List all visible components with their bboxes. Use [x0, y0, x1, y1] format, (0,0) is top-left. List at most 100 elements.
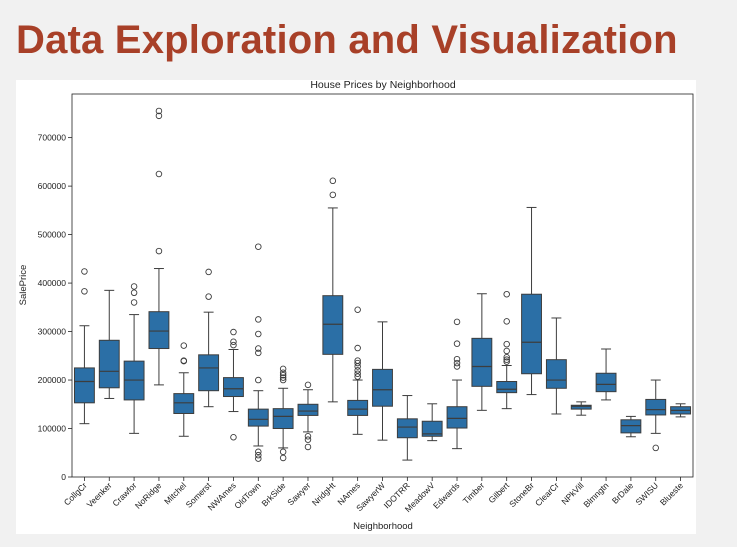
y-tick-label: 200000 — [38, 375, 67, 385]
y-tick-label: 300000 — [38, 327, 67, 337]
box-Edwards — [446, 318, 468, 450]
box-ClearCr — [545, 317, 567, 415]
outlier-point — [130, 299, 138, 306]
iqr-box — [645, 398, 667, 416]
x-tick-label: NridgHt — [310, 480, 338, 508]
outlier-point — [130, 283, 138, 290]
box-SawyerW — [372, 321, 393, 441]
box-StoneBr — [521, 206, 542, 396]
outlier-point — [304, 381, 312, 389]
outlier-point — [304, 443, 312, 451]
x-tick-label: BrkSide — [259, 480, 287, 508]
y-tick-label: 400000 — [38, 278, 67, 288]
outlier-point — [255, 451, 262, 459]
box-NoRidge — [148, 107, 170, 386]
iqr-box — [223, 377, 244, 398]
outlier-point — [354, 357, 361, 364]
x-tick-label: BrDale — [610, 480, 636, 506]
iqr-box — [198, 354, 220, 392]
box-Somerst — [198, 268, 220, 408]
chart-title: House Prices by Neighborhood — [310, 80, 455, 91]
outlier-point — [503, 354, 510, 361]
iqr-box — [372, 368, 393, 407]
x-tick-label: Blmngtn — [581, 480, 610, 509]
outlier-point — [354, 367, 361, 374]
outlier-point — [354, 370, 361, 377]
outlier-point — [155, 112, 163, 120]
x-tick-label: Veenker — [85, 480, 114, 509]
iqr-box — [620, 419, 642, 434]
outlier-point — [180, 342, 188, 349]
y-tick-label: 0 — [61, 472, 66, 482]
outlier-point — [205, 268, 212, 276]
box-MeadowV — [421, 403, 443, 442]
iqr-box — [173, 393, 195, 414]
y-axis-label: SalePrice — [18, 265, 29, 306]
outlier-point — [255, 345, 262, 352]
outlier-point — [503, 340, 510, 348]
box-plot-chart: House Prices by Neighborhood 0 100000 2000… — [18, 79, 694, 532]
iqr-box — [396, 418, 418, 439]
x-tick-label: OldTown — [232, 480, 263, 511]
box-CollgCr — [73, 268, 95, 425]
outlier-point — [354, 373, 361, 380]
box-NAmes — [347, 306, 369, 435]
outlier-point — [230, 338, 237, 345]
box-series — [73, 107, 692, 462]
outlier-point — [503, 290, 510, 298]
outlier-point — [255, 243, 262, 250]
outlier-point — [279, 369, 287, 377]
outlier-point — [304, 433, 312, 440]
y-tick-label: 700000 — [38, 133, 67, 143]
x-tick-label: StoneBr — [507, 480, 536, 509]
outlier-point — [329, 177, 337, 185]
outlier-point — [279, 365, 287, 373]
iqr-box — [98, 339, 120, 389]
outlier-point — [503, 356, 510, 363]
box-SWISU — [645, 379, 667, 452]
outlier-point — [503, 347, 510, 355]
iqr-box — [297, 403, 319, 416]
iqr-box — [421, 420, 443, 437]
outlier-point — [130, 289, 138, 297]
y-tick-label: 100000 — [38, 424, 67, 434]
box-BrkSide — [272, 365, 294, 462]
outlier-point — [354, 306, 361, 313]
outlier-point — [453, 355, 461, 363]
outlier-point — [155, 170, 163, 178]
outlier-point — [180, 357, 188, 364]
box-NPkVill — [570, 401, 592, 416]
x-tick-label: NoRidge — [133, 480, 164, 511]
outlier-point — [652, 444, 659, 452]
iqr-box — [73, 367, 95, 404]
outlier-point — [81, 268, 88, 275]
box-Gilbert — [496, 290, 518, 410]
iqr-box — [272, 408, 294, 430]
outlier-point — [453, 318, 461, 326]
iqr-box — [570, 404, 592, 410]
outlier-point — [279, 454, 287, 462]
outlier-point — [230, 433, 237, 441]
box-Blueste — [670, 403, 692, 418]
outlier-point — [155, 247, 163, 255]
outlier-point — [205, 293, 212, 300]
x-tick-label: Blueste — [658, 480, 685, 507]
iqr-box — [347, 399, 369, 416]
iqr-box — [247, 408, 269, 427]
outlier-point — [354, 359, 361, 367]
box-OldTown — [247, 243, 269, 462]
outlier-point — [230, 341, 237, 349]
outlier-point — [279, 374, 287, 381]
outlier-point — [255, 330, 262, 338]
y-tick-label: 600000 — [38, 181, 67, 191]
outlier-point — [279, 448, 287, 456]
iqr-box — [446, 406, 468, 429]
outlier-point — [304, 436, 312, 443]
outlier-point — [255, 349, 262, 357]
chart-panel: House Prices by Neighborhood 0 100000 2000… — [16, 79, 696, 534]
outlier-point — [329, 191, 337, 199]
slide-title: Data Exploration and Visualization — [16, 18, 678, 62]
box-NWAmes — [223, 328, 244, 441]
box-Veenker — [98, 289, 120, 399]
box-Blmngtn — [595, 348, 617, 401]
